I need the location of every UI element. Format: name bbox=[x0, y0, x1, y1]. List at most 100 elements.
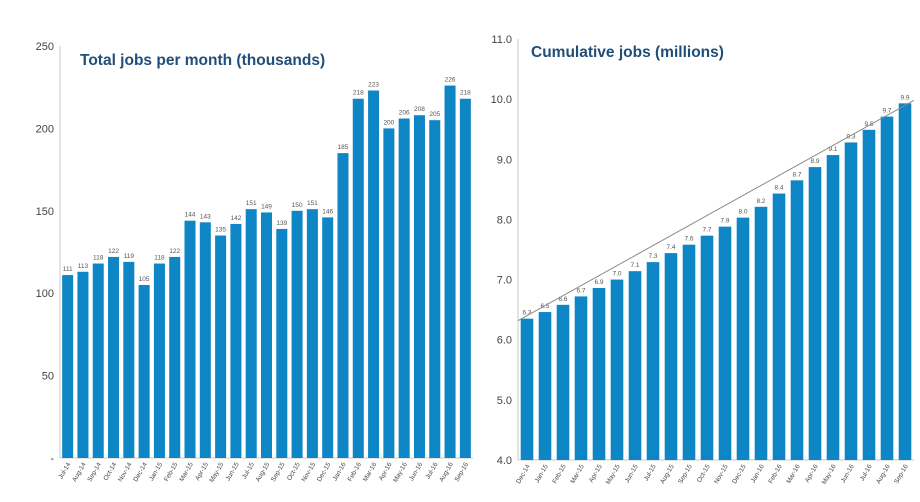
data-label: 218 bbox=[353, 90, 364, 97]
data-label: 206 bbox=[399, 110, 410, 117]
data-label: 7.6 bbox=[684, 236, 693, 243]
data-label: 9.3 bbox=[846, 133, 855, 140]
data-label: 119 bbox=[124, 253, 135, 260]
y-tick-label: 6.0 bbox=[497, 335, 512, 347]
data-label: 122 bbox=[108, 248, 119, 255]
x-tick-label: Apr-15 bbox=[194, 461, 210, 482]
bar bbox=[754, 206, 768, 460]
data-label: 8.2 bbox=[756, 198, 765, 205]
data-label: 200 bbox=[383, 119, 394, 126]
data-label: 6.3 bbox=[522, 310, 531, 317]
data-label: 149 bbox=[261, 203, 272, 210]
bar bbox=[628, 271, 642, 460]
y-tick-label: 9.0 bbox=[497, 154, 512, 166]
data-label: 205 bbox=[429, 111, 440, 118]
data-label: 111 bbox=[63, 266, 73, 273]
data-label: 7.4 bbox=[666, 244, 675, 251]
bar bbox=[556, 304, 570, 460]
x-tick-label: Apr-15 bbox=[588, 463, 604, 484]
x-tick-label: May-16 bbox=[821, 463, 838, 486]
bar bbox=[429, 120, 441, 458]
data-label: 8.7 bbox=[792, 171, 801, 178]
x-tick-label: Aug-16 bbox=[875, 463, 892, 485]
chart-title: Total jobs per month (thousands) bbox=[80, 52, 325, 69]
data-label: 8.0 bbox=[738, 209, 747, 216]
cumulative-jobs-chart: Cumulative jobs (millions) 4.0 5.0 6.0 7.0 8… bbox=[491, 34, 915, 486]
data-label: 142 bbox=[230, 215, 241, 222]
bar bbox=[772, 193, 786, 460]
data-label: 9.9 bbox=[900, 94, 909, 101]
data-label: 122 bbox=[169, 248, 180, 255]
data-label: 118 bbox=[154, 255, 165, 262]
data-label: 185 bbox=[338, 144, 349, 151]
data-label: 9.7 bbox=[882, 108, 891, 115]
bar bbox=[337, 153, 349, 458]
x-tick-label: Sep-15 bbox=[270, 461, 287, 483]
x-tick-label: May-15 bbox=[605, 463, 622, 486]
bar bbox=[538, 312, 552, 460]
x-tick-label: Jan-16 bbox=[332, 461, 348, 482]
x-tick-label: Feb-15 bbox=[551, 463, 568, 485]
bar bbox=[352, 98, 364, 459]
data-label: 151 bbox=[246, 200, 257, 207]
data-label: 9.1 bbox=[828, 146, 837, 153]
data-label: 7.7 bbox=[702, 227, 711, 234]
data-label: 6.9 bbox=[594, 279, 603, 286]
x-tick-label: Jun-16 bbox=[408, 461, 424, 482]
y-tick-label: 100 bbox=[36, 288, 54, 300]
y-tick-label: 200 bbox=[36, 123, 54, 135]
data-label: 135 bbox=[215, 227, 226, 234]
data-label: 6.5 bbox=[540, 303, 549, 310]
x-tick-label: Mar-15 bbox=[178, 461, 195, 483]
bar bbox=[215, 235, 227, 458]
x-tick-label: Aug-15 bbox=[659, 463, 676, 485]
data-label: 208 bbox=[414, 106, 425, 113]
bar bbox=[291, 210, 303, 458]
x-tick-label: Mar-16 bbox=[785, 463, 802, 485]
bar bbox=[682, 244, 696, 460]
bar bbox=[459, 98, 471, 459]
bar bbox=[646, 262, 660, 460]
bar bbox=[413, 115, 425, 458]
bar bbox=[808, 167, 822, 460]
data-label: 150 bbox=[292, 202, 303, 209]
bar bbox=[306, 209, 318, 458]
data-label: 7.1 bbox=[630, 262, 639, 269]
bar bbox=[790, 180, 804, 461]
x-tick-label: Mar-15 bbox=[569, 463, 586, 485]
x-tick-label: Feb-16 bbox=[767, 463, 784, 485]
data-label: 8.4 bbox=[774, 185, 783, 192]
bar bbox=[123, 261, 135, 458]
x-tick-label: Oct-15 bbox=[696, 463, 712, 484]
x-tick-label: Jan-16 bbox=[750, 463, 766, 484]
x-tick-label: Sep-16 bbox=[893, 463, 910, 485]
total-jobs-chart: Total jobs per month (thousands) - 50 100 1… bbox=[36, 41, 473, 484]
bar bbox=[444, 85, 456, 458]
data-label: 7.9 bbox=[720, 218, 729, 225]
bar bbox=[700, 235, 714, 460]
bar bbox=[368, 90, 380, 458]
bar bbox=[77, 271, 89, 458]
bar bbox=[138, 284, 150, 458]
data-label: 105 bbox=[139, 276, 150, 283]
data-label: 139 bbox=[276, 220, 287, 227]
x-tick-label: Jan-15 bbox=[534, 463, 550, 484]
y-tick-label: 7.0 bbox=[497, 275, 512, 287]
bar bbox=[610, 279, 624, 460]
y-tick-label: 5.0 bbox=[497, 395, 512, 407]
x-tick-label: Sep-16 bbox=[454, 461, 471, 483]
bar bbox=[862, 129, 876, 460]
x-tick-label: Jun-16 bbox=[840, 463, 856, 484]
y-tick-label: - bbox=[50, 453, 54, 465]
data-label: 118 bbox=[93, 255, 104, 262]
x-tick-label: Jul-16 bbox=[425, 461, 440, 480]
bar bbox=[276, 228, 288, 458]
x-tick-label: Nov-15 bbox=[713, 463, 730, 485]
bar bbox=[736, 217, 750, 460]
bar bbox=[62, 275, 74, 458]
bar bbox=[826, 155, 840, 460]
data-label: 113 bbox=[78, 263, 89, 270]
y-tick-label: 8.0 bbox=[497, 214, 512, 226]
bar bbox=[898, 103, 912, 461]
